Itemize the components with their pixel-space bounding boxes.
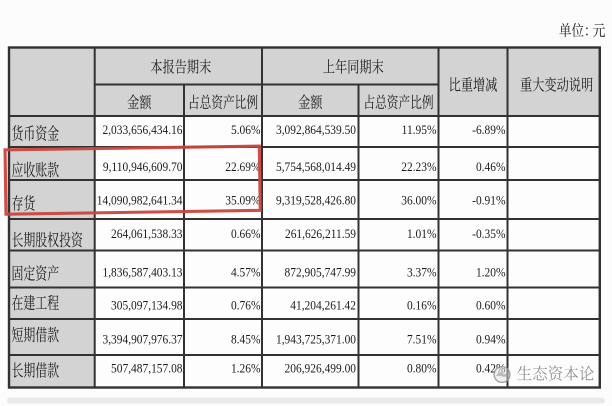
svg-text:0.46%: 0.46% bbox=[476, 159, 506, 174]
svg-text:7.51%: 7.51% bbox=[407, 332, 437, 347]
svg-text:4.57%: 4.57% bbox=[231, 265, 261, 280]
svg-text:872,905,747.99: 872,905,747.99 bbox=[285, 265, 356, 280]
svg-text:1.01%: 1.01% bbox=[407, 226, 437, 241]
svg-text:3,092,864,539.50: 3,092,864,539.50 bbox=[276, 122, 356, 137]
svg-text:9,110,946,609.70: 9,110,946,609.70 bbox=[103, 159, 183, 174]
svg-text:35.09%: 35.09% bbox=[225, 193, 260, 208]
svg-text:2,033,656,434.16: 2,033,656,434.16 bbox=[102, 122, 182, 137]
svg-text:-0.91%: -0.91% bbox=[472, 193, 505, 208]
svg-text:305,097,134.98: 305,097,134.98 bbox=[111, 298, 182, 313]
svg-text:5.06%: 5.06% bbox=[231, 122, 261, 137]
svg-text:1.20%: 1.20% bbox=[476, 265, 506, 280]
svg-text:206,926,499.00: 206,926,499.00 bbox=[285, 361, 356, 376]
svg-text:22.69%: 22.69% bbox=[225, 159, 260, 174]
svg-text:1,943,725,371.00: 1,943,725,371.00 bbox=[276, 332, 356, 347]
svg-text:14,090,982,641.34: 14,090,982,641.34 bbox=[97, 193, 183, 208]
svg-text:0.16%: 0.16% bbox=[407, 298, 437, 313]
svg-text:264,061,538.33: 264,061,538.33 bbox=[111, 226, 182, 241]
svg-text:1.26%: 1.26% bbox=[231, 361, 261, 376]
svg-text:-6.89%: -6.89% bbox=[472, 122, 505, 137]
svg-text:-0.35%: -0.35% bbox=[472, 226, 505, 241]
svg-text:5,754,568,014.49: 5,754,568,014.49 bbox=[276, 159, 356, 174]
svg-text:261,626,211.59: 261,626,211.59 bbox=[285, 226, 356, 241]
svg-text:22.23%: 22.23% bbox=[401, 159, 436, 174]
svg-text:41,204,261.42: 41,204,261.42 bbox=[290, 298, 356, 313]
svg-text:36.00%: 36.00% bbox=[401, 193, 436, 208]
svg-text:9,319,528,426.80: 9,319,528,426.80 bbox=[276, 193, 356, 208]
svg-text:8.45%: 8.45% bbox=[231, 332, 261, 347]
svg-text:0.94%: 0.94% bbox=[476, 332, 506, 347]
svg-text:11.95%: 11.95% bbox=[402, 122, 437, 137]
svg-text:0.42%: 0.42% bbox=[476, 361, 506, 376]
svg-text:507,487,157.08: 507,487,157.08 bbox=[111, 361, 182, 376]
svg-text:0.66%: 0.66% bbox=[231, 226, 261, 241]
svg-text:1,836,587,403.13: 1,836,587,403.13 bbox=[102, 265, 182, 280]
svg-text:0.80%: 0.80% bbox=[407, 361, 437, 376]
svg-text:0.60%: 0.60% bbox=[476, 298, 506, 313]
svg-text:3.37%: 3.37% bbox=[407, 265, 437, 280]
svg-text:3,394,907,976.37: 3,394,907,976.37 bbox=[102, 332, 182, 347]
svg-text:0.76%: 0.76% bbox=[231, 298, 261, 313]
